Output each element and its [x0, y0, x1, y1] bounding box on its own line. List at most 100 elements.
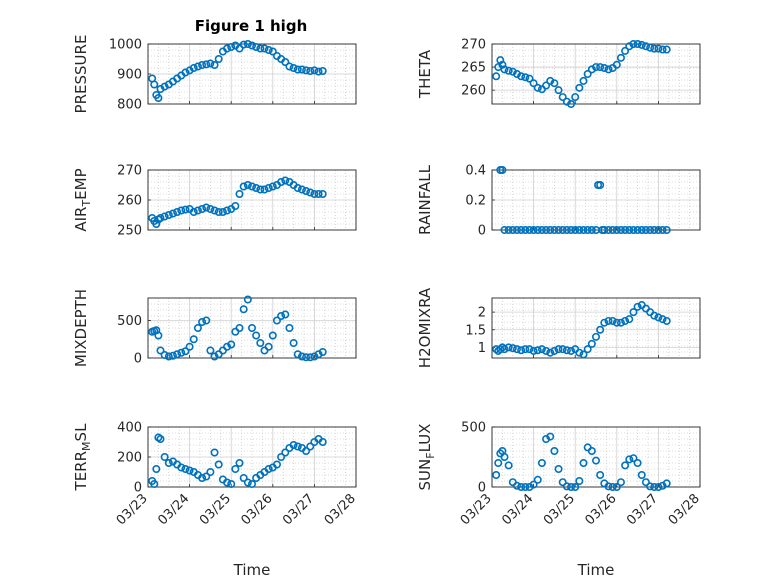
- data-point: [302, 66, 311, 75]
- data-point: [210, 352, 219, 361]
- data-point: [579, 226, 588, 235]
- x-tick-label: 03/24: [499, 491, 536, 528]
- figure-title: Figure 1 high: [195, 17, 308, 35]
- data-point: [558, 226, 567, 235]
- data-point: [492, 72, 501, 81]
- data-point: [562, 346, 571, 355]
- data-point: [604, 316, 613, 325]
- data-point: [239, 40, 248, 49]
- data-point: [306, 67, 315, 76]
- data-point: [154, 331, 163, 340]
- data-point: [600, 64, 609, 73]
- data-point: [637, 40, 646, 49]
- data-point: [587, 339, 596, 348]
- data-point: [604, 482, 613, 491]
- data-point: [546, 226, 555, 235]
- data-point: [596, 325, 605, 334]
- data-point: [629, 226, 638, 235]
- data-point: [587, 226, 596, 235]
- data-point: [558, 478, 567, 487]
- data-point: [310, 190, 319, 199]
- data-point: [210, 60, 219, 69]
- data-point: [629, 39, 638, 48]
- axes-box: [491, 43, 701, 105]
- data-point: [525, 74, 534, 83]
- data-point: [612, 482, 621, 491]
- data-point: [256, 338, 265, 347]
- data-point: [521, 345, 530, 354]
- data-point: [654, 44, 663, 53]
- data-point: [223, 342, 232, 351]
- data-point: [650, 482, 659, 491]
- data-point: [302, 446, 311, 455]
- y-tick-label: 260: [461, 84, 486, 99]
- data-point: [525, 226, 534, 235]
- chart-panel: 0 0.2 0.4 RAINFALL: [416, 164, 701, 239]
- data-point: [248, 182, 257, 191]
- data-point: [243, 39, 252, 48]
- data-point: [235, 323, 244, 332]
- y-tick-label: 1.5: [465, 323, 486, 338]
- data-point: [210, 448, 219, 457]
- data-point: [239, 473, 248, 482]
- data-point: [264, 45, 273, 54]
- data-point: [198, 473, 207, 482]
- data-point: [494, 458, 503, 467]
- data-point: [575, 83, 584, 92]
- y-tick-label: 2: [478, 306, 486, 321]
- y-tick-label: 1: [478, 341, 486, 356]
- data-point: [264, 342, 273, 351]
- y-tick-label: 800: [117, 98, 142, 113]
- y-tick-label: 200: [117, 451, 142, 466]
- data-point: [591, 332, 600, 341]
- data-point: [227, 340, 236, 349]
- data-point: [168, 351, 177, 360]
- data-point: [604, 226, 613, 235]
- data-point: [206, 467, 215, 476]
- x-axis-label: Time: [233, 561, 271, 579]
- data-point: [235, 44, 244, 53]
- data-point: [202, 203, 211, 212]
- data-point: [302, 187, 311, 196]
- y-axis-label: H2OMIXRA: [416, 287, 434, 368]
- data-point: [160, 452, 169, 461]
- data-point: [260, 185, 269, 194]
- data-point: [185, 466, 194, 475]
- y-tick-label: 500: [117, 314, 142, 329]
- data-point: [248, 41, 257, 50]
- data-point: [567, 482, 576, 491]
- data-point: [210, 206, 219, 215]
- data-point: [285, 62, 294, 71]
- data-point: [306, 188, 315, 197]
- data-point: [616, 226, 625, 235]
- data-point: [306, 353, 315, 362]
- data-point: [150, 479, 159, 488]
- data-point: [231, 202, 240, 211]
- data-point: [164, 211, 173, 220]
- data-point: [600, 226, 609, 235]
- data-point: [546, 348, 555, 357]
- data-point: [650, 44, 659, 53]
- data-point: [529, 226, 538, 235]
- data-point: [193, 206, 202, 215]
- y-tick-label: 265: [461, 61, 486, 76]
- data-point: [285, 323, 294, 332]
- data-point: [177, 206, 186, 215]
- data-point: [537, 345, 546, 354]
- data-point: [521, 226, 530, 235]
- data-point: [583, 70, 592, 79]
- data-point: [243, 181, 252, 190]
- data-point: [575, 476, 584, 485]
- data-point: [662, 226, 671, 235]
- x-tick-label: 03/28: [666, 491, 703, 528]
- data-point: [248, 479, 257, 488]
- data-point: [587, 446, 596, 455]
- data-point: [252, 184, 261, 193]
- data-point: [227, 479, 236, 488]
- data-point: [268, 182, 277, 191]
- data-point: [658, 226, 667, 235]
- data-point: [654, 313, 663, 322]
- axes-box: [147, 297, 357, 359]
- chart-panel: 03/23 03/24 03/25 03/26 03/27 03/28 0 500 SUNFLU…: [416, 421, 703, 580]
- data-point: [512, 226, 521, 235]
